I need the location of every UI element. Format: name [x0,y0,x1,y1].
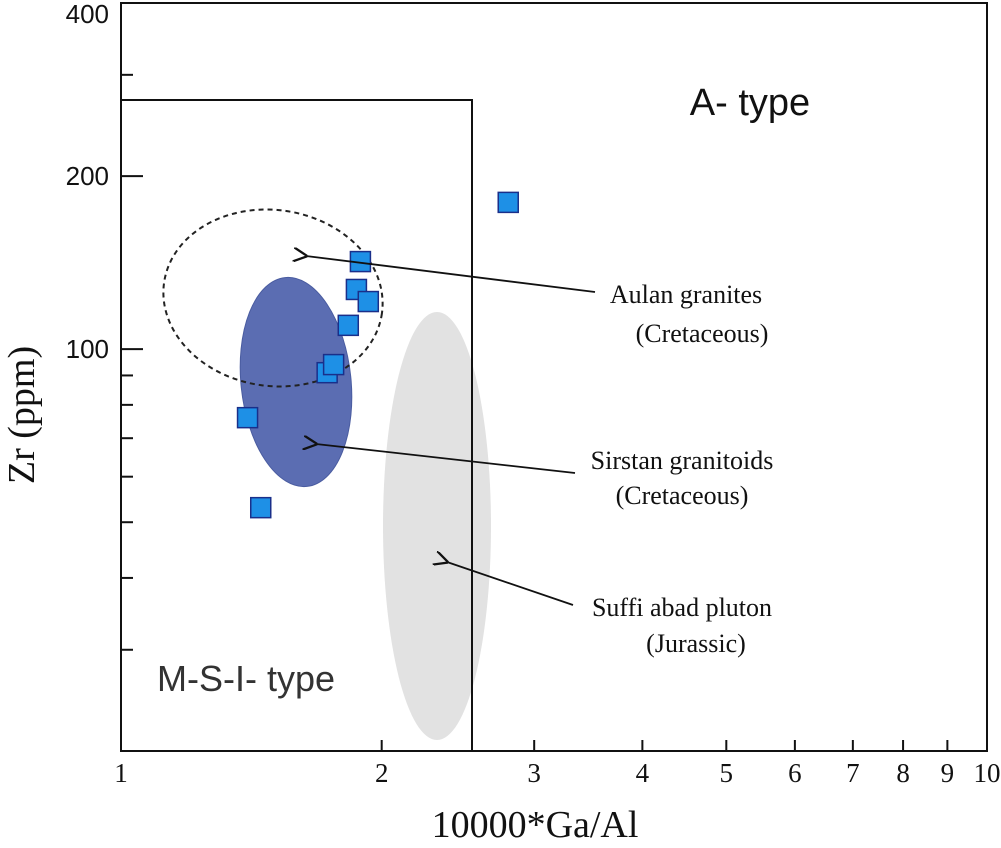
annotation-suffi-name: Suffi abad pluton [592,593,772,622]
annotations: Aulan granites (Cretaceous) Sirstan gran… [591,280,774,658]
arrow-suffi [447,562,574,606]
annotation-sirstan-name: Sirstan granitoids [591,446,774,475]
msi-type-region-boundary [121,99,473,751]
y-axis: 100 200 400 [66,0,143,651]
data-point-7 [357,290,380,313]
field-aulan-granites [162,208,384,388]
x-tick-label: 8 [896,758,910,788]
x-tick-label: 4 [636,758,650,788]
x-tick-label: 1 [114,758,128,788]
data-point-3 [322,353,345,376]
field-suffi-abad-pluton [383,312,491,740]
data-point-8 [497,191,519,214]
y-tick-label: 200 [66,161,109,191]
y-tick-label: 100 [66,334,109,364]
y-axis-title: Zr (ppm) [1,346,43,484]
annotation-aulan-name: Aulan granites [610,280,762,309]
x-tick-label: 2 [375,758,389,788]
arrow-sirstan [316,444,576,474]
arrow-aulan [306,256,596,293]
annotation-arrows [306,256,596,606]
x-tick-label: 5 [720,758,734,788]
data-point-1 [249,496,272,519]
data-point-4 [337,314,360,337]
x-tick-label: 7 [846,758,860,788]
fields-layer [162,208,491,740]
x-axis: 1 2 3 4 5 6 7 8 9 10 [114,740,1001,788]
x-tick-label: 10 [974,758,1001,788]
x-tick-label: 6 [788,758,802,788]
annotation-suffi-age: (Jurassic) [646,629,746,658]
x-tick-label: 3 [527,758,541,788]
y-tick-label: 400 [66,0,109,29]
x-axis-title: 10000*Ga/Al [432,804,639,846]
region-label-msi-type: M-S-I- type [157,658,335,699]
data-points [236,191,519,519]
field-sirstan-granitoids [239,276,353,488]
x-tick-label: 9 [941,758,955,788]
annotation-sirstan-age: (Cretaceous) [616,481,749,510]
data-point-0 [236,406,259,429]
region-label-a-type: A- type [690,82,810,124]
annotation-aulan-age: (Cretaceous) [636,319,769,348]
plot-frame [120,2,988,752]
